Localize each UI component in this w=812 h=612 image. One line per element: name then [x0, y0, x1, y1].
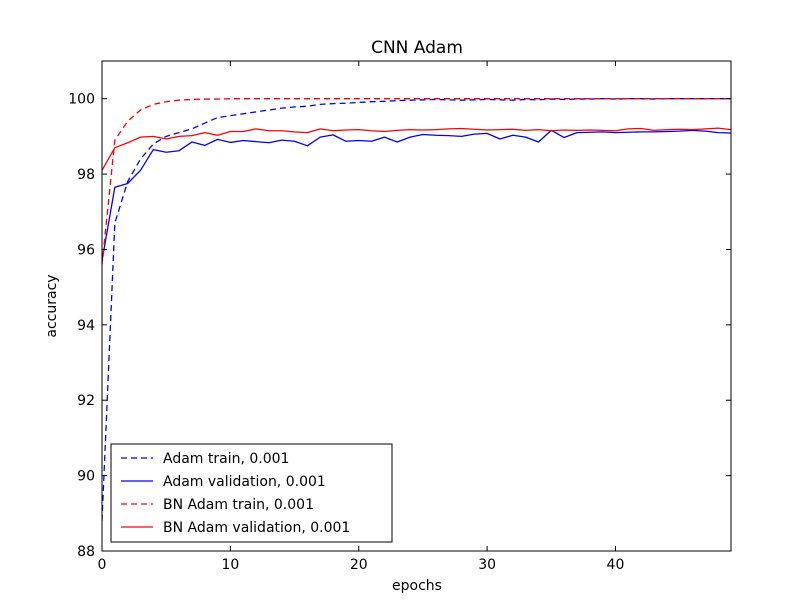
plot-area — [102, 98, 731, 521]
y-tick-label: 92 — [77, 393, 95, 409]
legend-label: Adam train, 0.001 — [163, 451, 289, 467]
legend-box — [110, 443, 393, 543]
x-tick-label: 0 — [98, 557, 107, 573]
x-axis-label: epochs — [392, 578, 442, 594]
x-tick-label: 30 — [478, 557, 496, 573]
plot-frame — [101, 60, 732, 552]
chart-title: CNN Adam — [371, 38, 463, 58]
series-line-2 — [102, 129, 731, 261]
y-tick-label: 90 — [77, 469, 95, 485]
series-line-3 — [102, 98, 731, 265]
series-line-1 — [102, 98, 731, 521]
y-tick-label: 88 — [77, 544, 95, 560]
legend: Adam train, 0.001 Adam validation, 0.001 B… — [110, 443, 393, 543]
x-tick-label: 10 — [221, 557, 239, 573]
legend-label: BN Adam train, 0.001 — [163, 497, 314, 513]
y-tick-label: 96 — [77, 242, 95, 258]
y-axis-label: accuracy — [44, 274, 60, 337]
x-tick-label: 20 — [350, 557, 368, 573]
legend-label: BN Adam validation, 0.001 — [163, 520, 350, 536]
y-tick-label: 94 — [77, 318, 95, 334]
axis-ticks: 0 10 20 30 40 88 90 92 94 96 98 100 — [68, 61, 731, 573]
y-tick-label: 100 — [68, 92, 95, 108]
y-tick-label: 98 — [77, 167, 95, 183]
series-line-4 — [102, 127, 731, 171]
legend-label: Adam validation, 0.001 — [163, 474, 326, 490]
x-tick-label: 40 — [607, 557, 625, 573]
